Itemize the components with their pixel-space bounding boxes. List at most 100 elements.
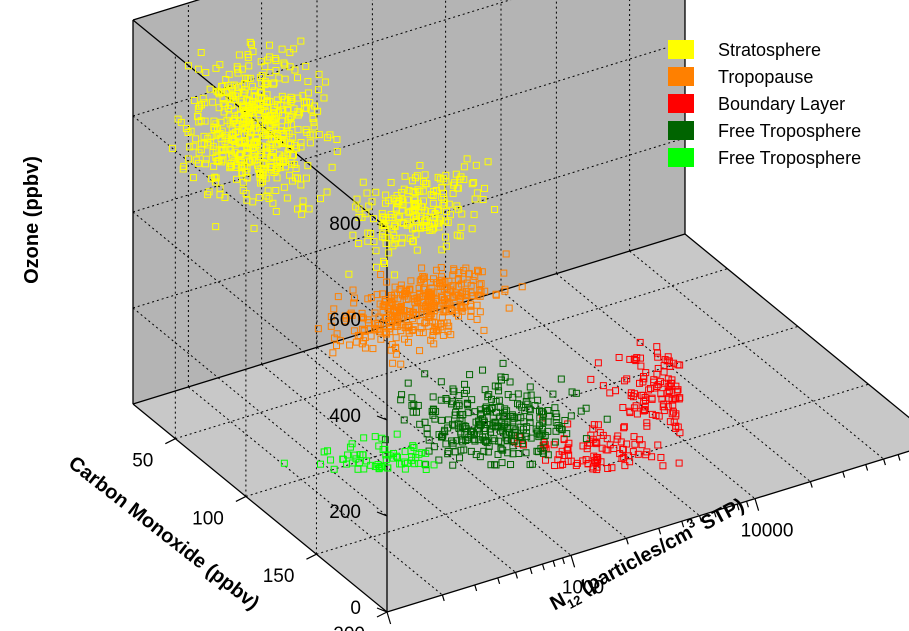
data-point: [272, 186, 280, 194]
data-point: [445, 416, 453, 424]
data-point: [606, 441, 614, 449]
data-point: [215, 104, 223, 112]
data-point: [608, 464, 616, 472]
data-point: [509, 393, 517, 401]
data-point: [442, 171, 450, 179]
z-tick-label: 800: [329, 214, 361, 235]
data-point: [339, 455, 347, 463]
data-point: [587, 375, 595, 383]
data-point: [422, 465, 430, 473]
data-point: [666, 418, 674, 426]
data-point: [393, 430, 401, 438]
data-point: [257, 128, 265, 136]
data-point: [479, 366, 487, 374]
data-point: [420, 285, 428, 293]
data-point: [252, 134, 260, 142]
n-minor-tick: [625, 538, 629, 545]
data-point: [492, 290, 500, 298]
data-point: [215, 157, 223, 165]
data-point: [421, 460, 429, 468]
data-point: [238, 125, 246, 133]
data-point: [594, 421, 602, 429]
data-point: [345, 270, 353, 278]
data-point: [404, 196, 412, 204]
data-point: [481, 386, 489, 394]
data-point: [237, 150, 245, 158]
data-point: [641, 394, 649, 402]
data-point: [420, 311, 428, 319]
n-minor-tick: [658, 528, 662, 535]
data-point: [448, 305, 456, 313]
data-point: [492, 398, 500, 406]
data-point: [391, 239, 399, 247]
data-point: [294, 74, 302, 82]
data-point: [200, 132, 208, 140]
data-point: [223, 88, 231, 96]
data-point: [643, 422, 651, 430]
data-point: [222, 76, 230, 84]
data-point: [239, 178, 247, 186]
data-point: [410, 295, 418, 303]
data-point: [668, 410, 676, 418]
data-point: [463, 155, 471, 163]
data-point: [464, 409, 472, 417]
data-point: [665, 394, 673, 402]
grid-lines: [132, 0, 884, 596]
data-point: [501, 413, 509, 421]
n-minor-tick: [474, 584, 478, 592]
data-point: [355, 239, 363, 247]
data-point: [402, 288, 410, 296]
data-point: [467, 281, 475, 289]
data-point: [266, 69, 274, 77]
data-point: [185, 155, 193, 163]
data-point: [264, 56, 272, 64]
data-point: [413, 246, 421, 254]
data-point: [449, 282, 457, 290]
data-point: [489, 414, 497, 422]
data-point: [438, 273, 446, 281]
data-point: [355, 213, 363, 221]
data-point: [407, 277, 415, 285]
data-point: [568, 388, 576, 396]
data-point: [438, 183, 446, 191]
data-point: [594, 359, 602, 367]
data-point: [299, 197, 307, 205]
data-point: [347, 309, 355, 317]
data-point: [327, 456, 335, 464]
data-point: [261, 130, 269, 138]
data-point: [526, 414, 534, 422]
data-point: [654, 353, 662, 361]
data-point: [199, 94, 207, 102]
z-tick-label: 400: [329, 406, 361, 427]
data-point: [230, 81, 238, 89]
data-point: [584, 460, 592, 468]
data-point: [497, 445, 505, 453]
data-point: [448, 398, 456, 406]
data-point: [593, 440, 601, 448]
data-point: [640, 406, 648, 414]
data-point: [582, 435, 590, 443]
legend-label: Boundary Layer: [718, 94, 845, 114]
data-point: [630, 356, 638, 364]
data-point: [418, 264, 426, 272]
data-point: [527, 391, 535, 399]
legend-label: Free Troposphere: [718, 121, 861, 141]
data-point: [327, 322, 335, 330]
data-point: [389, 300, 397, 308]
data-point: [380, 221, 388, 229]
data-point: [441, 233, 449, 241]
data-point: [425, 436, 433, 444]
data-point: [257, 58, 265, 66]
data-point: [250, 224, 258, 232]
data-point: [208, 132, 216, 140]
data-point: [333, 342, 341, 350]
data-point: [457, 430, 465, 438]
data-point: [468, 180, 476, 188]
data-point: [563, 430, 571, 438]
data-point: [205, 188, 213, 196]
data-point: [509, 423, 517, 431]
data-point: [444, 424, 452, 432]
series-3: [381, 359, 611, 469]
data-point: [348, 440, 356, 448]
